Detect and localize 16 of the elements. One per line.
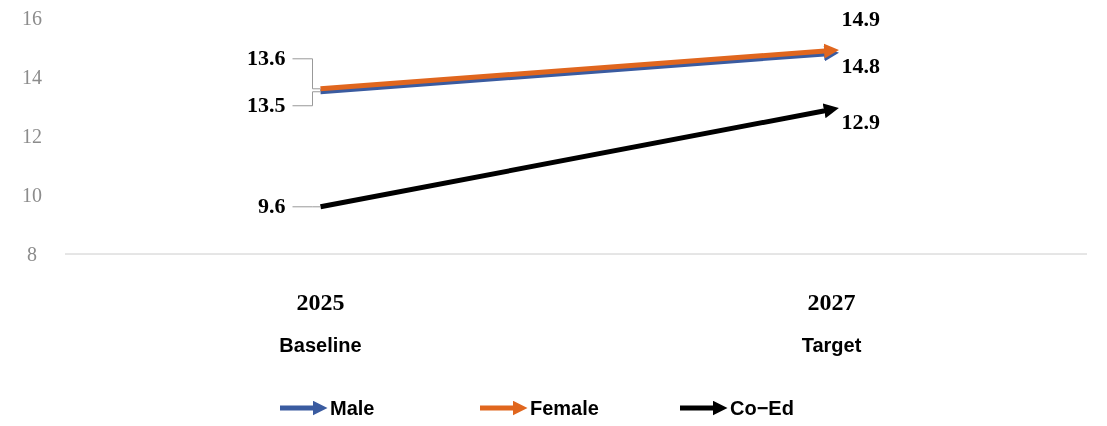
data-label: 9.6 bbox=[258, 192, 286, 218]
y-tick-label: 8 bbox=[27, 243, 37, 265]
data-label: 13.5 bbox=[247, 91, 286, 117]
x-tick-label: 2025 Baseline bbox=[279, 289, 362, 356]
data-label: 14.8 bbox=[841, 53, 880, 79]
legend-label: Male bbox=[330, 397, 375, 419]
legend-label: Female bbox=[530, 397, 599, 419]
y-tick-label: 14 bbox=[22, 66, 42, 88]
data-label: 14.9 bbox=[841, 6, 880, 32]
y-tick-label: 16 bbox=[22, 7, 42, 29]
x-tick-label: 2027 Target bbox=[801, 289, 862, 356]
y-tick-label: 12 bbox=[22, 125, 42, 147]
y-tick-label: 10 bbox=[22, 184, 42, 206]
data-label: 12.9 bbox=[841, 109, 880, 135]
legend-label: Co−Ed bbox=[730, 397, 794, 419]
data-label: 13.6 bbox=[247, 44, 286, 70]
